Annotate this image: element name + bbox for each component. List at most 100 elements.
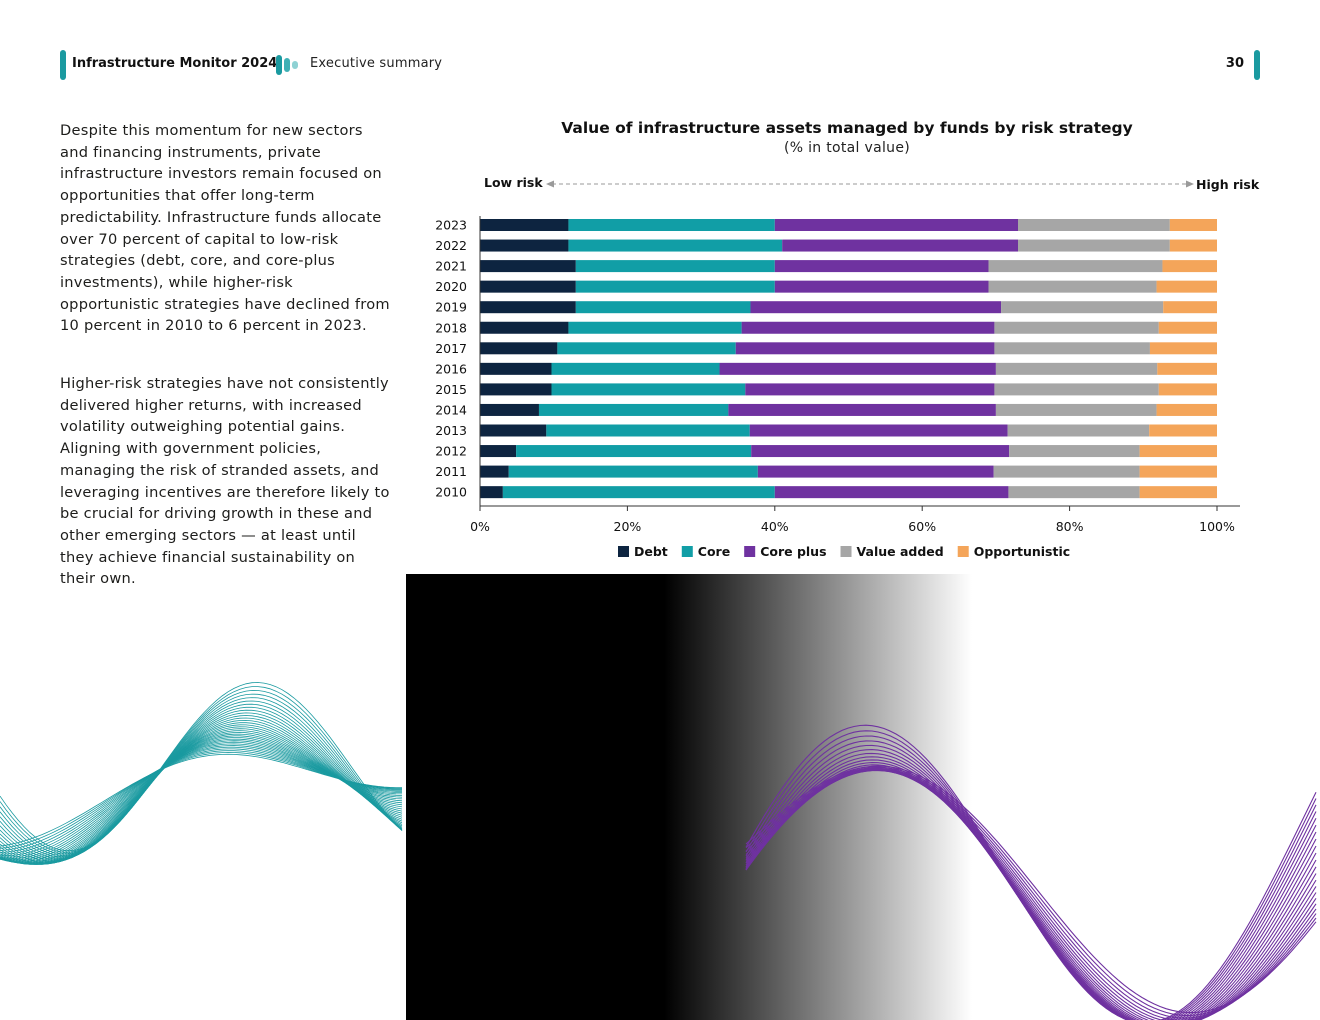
bar-2014-core-plus (728, 403, 996, 416)
bar-2015-core-plus (745, 383, 995, 396)
bar-2014-opportunistic (1156, 403, 1217, 416)
bar-2013-core (546, 424, 750, 437)
legend-label-value-added: Value added (857, 544, 944, 559)
chart-legend: Debt Core Core plus Value added Opportunisti… (618, 544, 1070, 559)
bar-2011-value-added (993, 465, 1140, 478)
stacked-bar-chart: Low risk High risk 202320222021202020192… (435, 175, 1260, 559)
bar-2019-core (575, 301, 751, 314)
low-risk-label: Low risk (484, 175, 543, 190)
teal-wave-line (0, 703, 403, 860)
bar-2013-core-plus (749, 424, 1008, 437)
x-tick-label: 60% (908, 519, 936, 534)
bar-2021-core-plus (774, 260, 989, 273)
bar-2011-debt (480, 465, 509, 478)
purple-wave-lines (745, 724, 1317, 1020)
year-label-2018: 2018 (435, 320, 467, 335)
bar-2018-core (568, 321, 742, 334)
bar-2012-core-plus (751, 445, 1010, 458)
bar-2022-core-plus (782, 239, 1019, 252)
bar-2011-core-plus (757, 465, 994, 478)
legend-swatch-core-plus (744, 546, 756, 557)
teal-wave-line (0, 753, 402, 847)
bar-2014-debt (480, 403, 539, 416)
purple-wave-line (745, 769, 1317, 1020)
bar-2017-core-plus (735, 342, 995, 355)
bar-2020-debt (480, 280, 576, 293)
bar-2018-debt (480, 321, 569, 334)
year-label-2017: 2017 (435, 341, 467, 356)
bar-2012-value-added (1009, 445, 1140, 458)
legend-swatch-value-added (840, 546, 852, 557)
bar-2010-value-added (1008, 486, 1140, 499)
bar-2021-opportunistic (1162, 260, 1217, 273)
year-label-2022: 2022 (435, 238, 467, 253)
bar-2013-value-added (1007, 424, 1150, 437)
bar-2018-value-added (994, 321, 1159, 334)
bar-2019-core-plus (750, 301, 1002, 314)
chart-subtitle: (% in total value) (784, 140, 910, 156)
bar-2012-core (516, 445, 752, 458)
purple-wave-line (745, 766, 1317, 1020)
bar-2013-debt (480, 424, 547, 437)
year-label-2012: 2012 (435, 444, 467, 459)
chart-title: Value of infrastructure assets managed b… (561, 119, 1133, 137)
bar-2022-core (568, 239, 783, 252)
teal-wave-line (0, 726, 403, 865)
teal-wave-line (0, 745, 402, 857)
legend-label-core: Core (698, 544, 730, 559)
purple-wave-line (745, 768, 1317, 1020)
bar-2019-value-added (1001, 301, 1164, 314)
x-tick-label: 0% (470, 519, 490, 534)
x-tick-label: 80% (1056, 519, 1084, 534)
year-label-2016: 2016 (435, 361, 467, 376)
year-label-2015: 2015 (435, 382, 467, 397)
risk-arrow-left-head (546, 180, 554, 188)
bar-2010-core-plus (774, 486, 1009, 499)
report-title: Infrastructure Monitor 2024 (72, 56, 278, 71)
teal-wave-line (0, 722, 403, 865)
bar-2015-opportunistic (1158, 383, 1217, 396)
header-accent-bar-left (60, 50, 66, 80)
purple-wave-line (745, 767, 1317, 1020)
bar-2020-value-added (988, 280, 1157, 293)
bar-2010-debt (480, 486, 503, 499)
bar-2022-debt (480, 239, 569, 252)
bar-2013-opportunistic (1149, 424, 1217, 437)
year-label-2023: 2023 (435, 218, 467, 233)
year-label-2014: 2014 (435, 402, 467, 417)
body-paragraph-2: Higher-risk strategies have not consiste… (60, 375, 390, 588)
bar-2011-opportunistic (1139, 465, 1217, 478)
teal-wave-line (0, 735, 403, 864)
bar-2021-value-added (988, 260, 1163, 273)
year-label-2021: 2021 (435, 259, 467, 274)
section-marker-icon (276, 55, 298, 75)
bar-2021-debt (480, 260, 576, 273)
x-tick-label: 40% (761, 519, 789, 534)
gradient-panel (406, 574, 1320, 1020)
bar-2016-debt (480, 362, 552, 375)
bar-2019-opportunistic (1163, 301, 1217, 314)
high-risk-label: High risk (1196, 177, 1260, 192)
teal-wave-line (0, 686, 403, 853)
legend-label-opportunistic: Opportunistic (974, 544, 1070, 559)
bar-2012-debt (480, 445, 517, 458)
bar-2017-opportunistic (1149, 342, 1217, 355)
bar-2015-value-added (994, 383, 1159, 396)
bar-2017-value-added (994, 342, 1150, 355)
teal-wave-line (0, 719, 403, 865)
teal-wave-lines (0, 682, 403, 865)
page-number: 30 (1225, 56, 1244, 71)
bars-layer (480, 219, 1217, 499)
bar-2016-core (551, 362, 720, 375)
year-label-2011: 2011 (435, 464, 467, 479)
header-accent-bar-right (1254, 50, 1260, 80)
bar-2015-debt (480, 383, 552, 396)
teal-wave-line (0, 682, 403, 852)
bar-2019-debt (480, 301, 576, 314)
bar-2017-core (557, 342, 736, 355)
bar-2016-value-added (995, 362, 1158, 375)
year-label-2010: 2010 (435, 485, 467, 500)
bar-2022-value-added (1018, 239, 1170, 252)
bar-2016-opportunistic (1157, 362, 1217, 375)
bar-2011-core (508, 465, 758, 478)
